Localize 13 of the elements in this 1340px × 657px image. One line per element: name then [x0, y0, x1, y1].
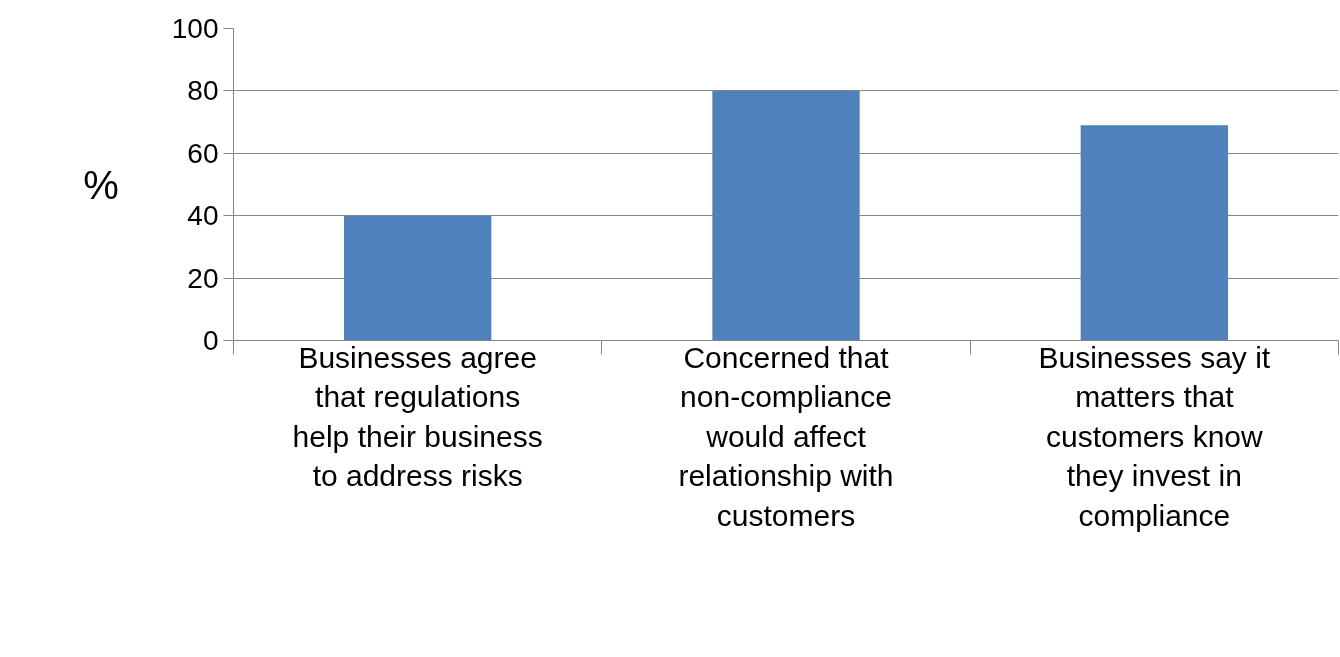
x-tick-label: Businesses say it matters that customers know they invest in compliance	[1038, 340, 1271, 532]
y-axis-title: %	[83, 162, 119, 207]
bar	[1080, 125, 1228, 341]
x-tick-label: Businesses agree that regulations help their business to address risks	[292, 340, 543, 493]
y-tick-label: 20	[187, 262, 219, 294]
y-tick-label: 40	[187, 200, 219, 232]
x-tick-label: Concerned that non-compliance would affect relationship with customers	[678, 340, 894, 532]
y-tick-label: 60	[187, 137, 219, 169]
bar	[344, 215, 492, 341]
y-tick-label: 0	[202, 325, 219, 356]
y-tick-label: 80	[187, 75, 219, 107]
y-tick-label: 100	[171, 13, 219, 44]
bar	[712, 90, 860, 341]
